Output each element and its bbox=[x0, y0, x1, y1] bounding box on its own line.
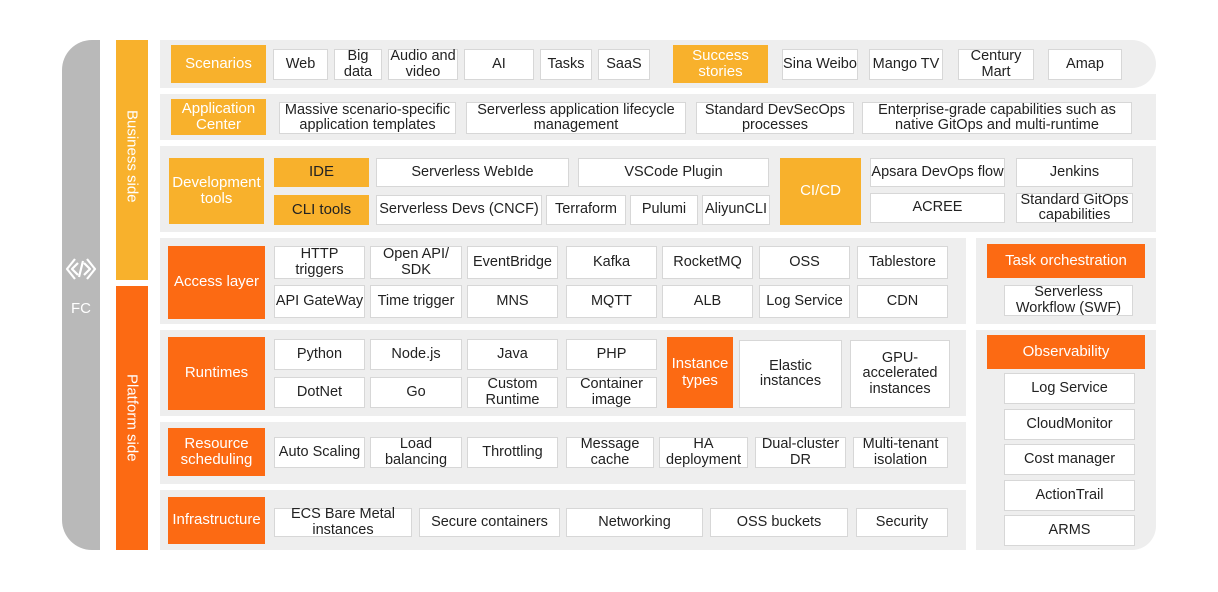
scenario-box: Audio and video bbox=[388, 49, 458, 80]
access-box: Tablestore bbox=[857, 246, 948, 279]
infra-box: OSS buckets bbox=[710, 508, 848, 537]
runtime-box: Java bbox=[467, 339, 558, 370]
access-box: MQTT bbox=[566, 285, 657, 318]
infra-box: Security bbox=[856, 508, 948, 537]
platform-side-label: Platform side bbox=[116, 286, 148, 550]
cicd-box: Jenkins bbox=[1016, 158, 1133, 187]
access-box: EventBridge bbox=[467, 246, 558, 279]
cicd-box: Apsara DevOps flow bbox=[870, 158, 1005, 187]
observability-box: Log Service bbox=[1004, 373, 1135, 404]
scenario-box: Tasks bbox=[540, 49, 592, 80]
access-box: CDN bbox=[857, 285, 948, 318]
observability-box: ARMS bbox=[1004, 515, 1135, 546]
access-box: MNS bbox=[467, 285, 558, 318]
app-center-label: Application Center bbox=[171, 99, 266, 135]
access-box: ALB bbox=[662, 285, 753, 318]
infra-box: Networking bbox=[566, 508, 703, 537]
access-box: OSS bbox=[759, 246, 850, 279]
fc-label: FC bbox=[71, 300, 91, 317]
scheduling-box: Throttling bbox=[467, 437, 558, 468]
cicd-label: CI/CD bbox=[780, 158, 861, 225]
success-story-box: Amap bbox=[1048, 49, 1122, 80]
app-center-box: Massive scenario-specific application te… bbox=[279, 102, 456, 134]
runtime-box: Go bbox=[370, 377, 462, 408]
scenarios-label: Scenarios bbox=[171, 45, 266, 83]
fc-logo-icon bbox=[65, 258, 97, 280]
runtime-box: Custom Runtime bbox=[467, 377, 558, 408]
runtimes-label: Runtimes bbox=[168, 337, 265, 410]
dev-tools-label: Development tools bbox=[169, 158, 264, 224]
instance-types-label: Instance types bbox=[667, 337, 733, 408]
access-box: Kafka bbox=[566, 246, 657, 279]
scheduling-box: Dual-cluster DR bbox=[755, 437, 846, 468]
app-center-box: Standard DevSecOps processes bbox=[696, 102, 854, 134]
ide-box: Serverless WebIde bbox=[376, 158, 569, 187]
ide-label: IDE bbox=[274, 158, 369, 187]
scenario-box: AI bbox=[464, 49, 534, 80]
scheduling-box: HA deployment bbox=[659, 437, 748, 468]
scenario-box: Big data bbox=[334, 49, 382, 80]
runtime-box: DotNet bbox=[274, 377, 365, 408]
runtime-box: Node.js bbox=[370, 339, 462, 370]
infra-box: ECS Bare Metal instances bbox=[274, 507, 412, 537]
success-story-box: Sina Weibo bbox=[782, 49, 858, 80]
cicd-box: Standard GitOps capabilities bbox=[1016, 192, 1133, 223]
business-side-label: Business side bbox=[116, 40, 148, 280]
scheduling-box: Load balancing bbox=[370, 437, 462, 468]
scheduling-box: Auto Scaling bbox=[274, 437, 365, 468]
access-box: Log Service bbox=[759, 285, 850, 318]
access-layer-label: Access layer bbox=[168, 246, 265, 319]
runtime-box: PHP bbox=[566, 339, 657, 370]
instance-box: Elastic instances bbox=[739, 340, 842, 408]
success-story-box: Mango TV bbox=[869, 49, 943, 80]
instance-box: GPU-accelerated instances bbox=[850, 340, 950, 408]
app-center-box: Enterprise-grade capabilities such as na… bbox=[862, 102, 1132, 134]
access-box: Open API/ SDK bbox=[370, 246, 462, 279]
access-box: HTTP triggers bbox=[274, 246, 365, 279]
infra-box: Secure containers bbox=[419, 508, 560, 537]
observability-box: Cost manager bbox=[1004, 444, 1135, 475]
cli-box: Serverless Devs (CNCF) bbox=[376, 195, 542, 225]
cli-tools-label: CLI tools bbox=[274, 195, 369, 225]
scheduling-box: Multi-tenant isolation bbox=[853, 437, 948, 468]
scenario-box: Web bbox=[273, 49, 328, 80]
access-box: RocketMQ bbox=[662, 246, 753, 279]
fc-column bbox=[62, 40, 100, 550]
infrastructure-label: Infrastructure bbox=[168, 497, 265, 544]
scenario-box: SaaS bbox=[598, 49, 650, 80]
scheduling-box: Message cache bbox=[566, 437, 654, 468]
observability-label: Observability bbox=[987, 335, 1145, 369]
access-box: API GateWay bbox=[274, 285, 365, 318]
runtime-box: Container image bbox=[566, 377, 657, 408]
task-orchestration-box: Serverless Workflow (SWF) bbox=[1004, 285, 1133, 316]
cli-box: AliyunCLI bbox=[702, 195, 770, 225]
task-orchestration-label: Task orchestration bbox=[987, 244, 1145, 278]
app-center-box: Serverless application lifecycle managem… bbox=[466, 102, 686, 134]
observability-box: ActionTrail bbox=[1004, 480, 1135, 511]
success-stories-label: Success stories bbox=[673, 45, 768, 83]
access-box: Time trigger bbox=[370, 285, 462, 318]
ide-box: VSCode Plugin bbox=[578, 158, 769, 187]
cli-box: Pulumi bbox=[630, 195, 698, 225]
observability-box: CloudMonitor bbox=[1004, 409, 1135, 440]
runtime-box: Python bbox=[274, 339, 365, 370]
resource-scheduling-label: Resource scheduling bbox=[168, 428, 265, 476]
cli-box: Terraform bbox=[546, 195, 626, 225]
cicd-box: ACREE bbox=[870, 193, 1005, 223]
success-story-box: Century Mart bbox=[958, 49, 1034, 80]
